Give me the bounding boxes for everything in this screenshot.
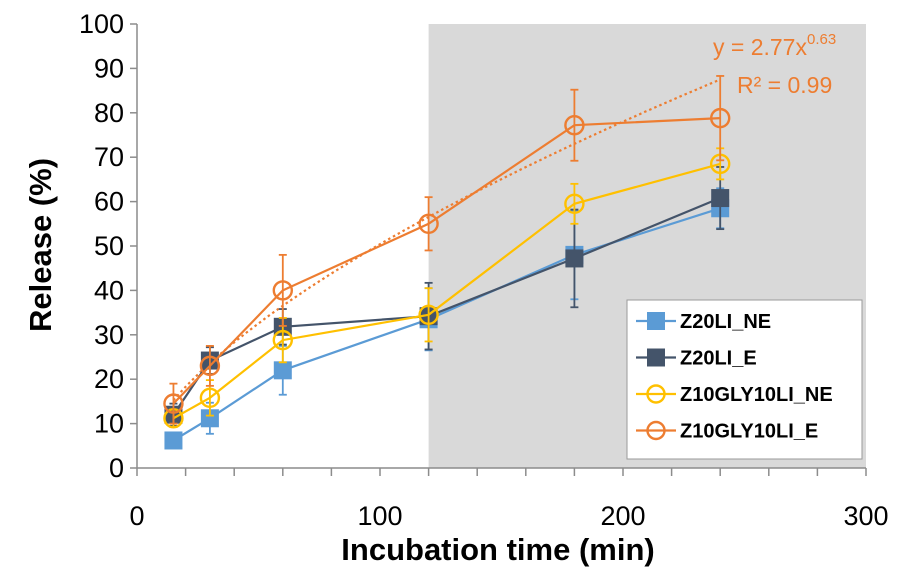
- y-tick-label: 80: [94, 98, 124, 128]
- data-point: [164, 431, 183, 450]
- legend-entry: Z20LI_E: [636, 348, 757, 370]
- fit-trendline: [172, 78, 721, 402]
- data-point: [418, 213, 439, 235]
- legend-entry: Z20LI_NE: [636, 311, 771, 333]
- data-point: [199, 355, 221, 377]
- legend-label: Z10GLY10LI_NE: [680, 384, 833, 406]
- y-tick-label: 40: [94, 275, 124, 305]
- y-tick-label: 10: [94, 409, 124, 439]
- series-line: [172, 196, 721, 416]
- legend-marker: [646, 420, 666, 441]
- fit-equation-prefix: y = 2.77x: [713, 34, 807, 60]
- series-line: [172, 162, 721, 420]
- y-tick-label: 50: [94, 231, 124, 261]
- series-Z10GLY10LI_NE: [163, 147, 731, 429]
- x-tick-label: 300: [843, 501, 888, 531]
- series-layer: [163, 75, 731, 450]
- legend-marker: [646, 384, 666, 404]
- x-tick-label: 200: [600, 501, 645, 531]
- x-axis-title: Incubation time (min): [341, 532, 654, 567]
- legend-marker: [647, 312, 665, 330]
- data-point: [711, 189, 730, 208]
- fit-r-squared: R² = 0.99: [737, 72, 832, 98]
- legend-label: Z10GLY10LI_E: [680, 421, 818, 443]
- y-tick-label: 70: [94, 142, 124, 172]
- data-point: [710, 107, 731, 129]
- y-tick-label: 90: [94, 53, 124, 83]
- legend-marker: [647, 348, 665, 367]
- x-tick-label: 0: [129, 501, 144, 531]
- data-point: [564, 193, 585, 215]
- y-tick-label: 100: [79, 9, 124, 39]
- y-axis-title: Release (%): [23, 158, 58, 332]
- y-tick-label: 20: [94, 364, 124, 394]
- data-point: [200, 409, 219, 428]
- data-point: [418, 304, 439, 326]
- data-point: [163, 393, 184, 414]
- y-tick-label: 30: [94, 320, 124, 350]
- legend: Z20LI_NE Z20LI_E Z10GLY10LI_NE Z10GLY10LI_E: [626, 299, 863, 460]
- data-point: [564, 115, 585, 136]
- axes-layer: [130, 23, 867, 476]
- data-point: [272, 280, 293, 301]
- data-point: [199, 387, 221, 409]
- data-point: [272, 329, 293, 351]
- fit-equation: y = 2.77x0.63: [713, 31, 836, 60]
- series-Z10GLY10LI_E: [163, 75, 731, 425]
- legend-label: Z20LI_E: [680, 348, 757, 370]
- y-tick-label: 60: [94, 187, 124, 217]
- data-point: [273, 361, 292, 380]
- y-tick-label: 0: [109, 453, 124, 483]
- x-tick-label: 100: [357, 501, 402, 531]
- legend-box: [626, 299, 863, 460]
- data-point: [565, 249, 584, 268]
- legend-entry: Z10GLY10LI_NE: [636, 384, 833, 406]
- tick-label-layer: 0 10 20 30 40 50 60 70 80 90 100 0 100 200 300: [79, 9, 889, 531]
- legend-entry: Z10GLY10LI_E: [636, 421, 818, 443]
- legend-label: Z20LI_NE: [680, 311, 771, 333]
- fit-layer: [172, 78, 721, 402]
- fit-equation-exponent: 0.63: [807, 31, 836, 48]
